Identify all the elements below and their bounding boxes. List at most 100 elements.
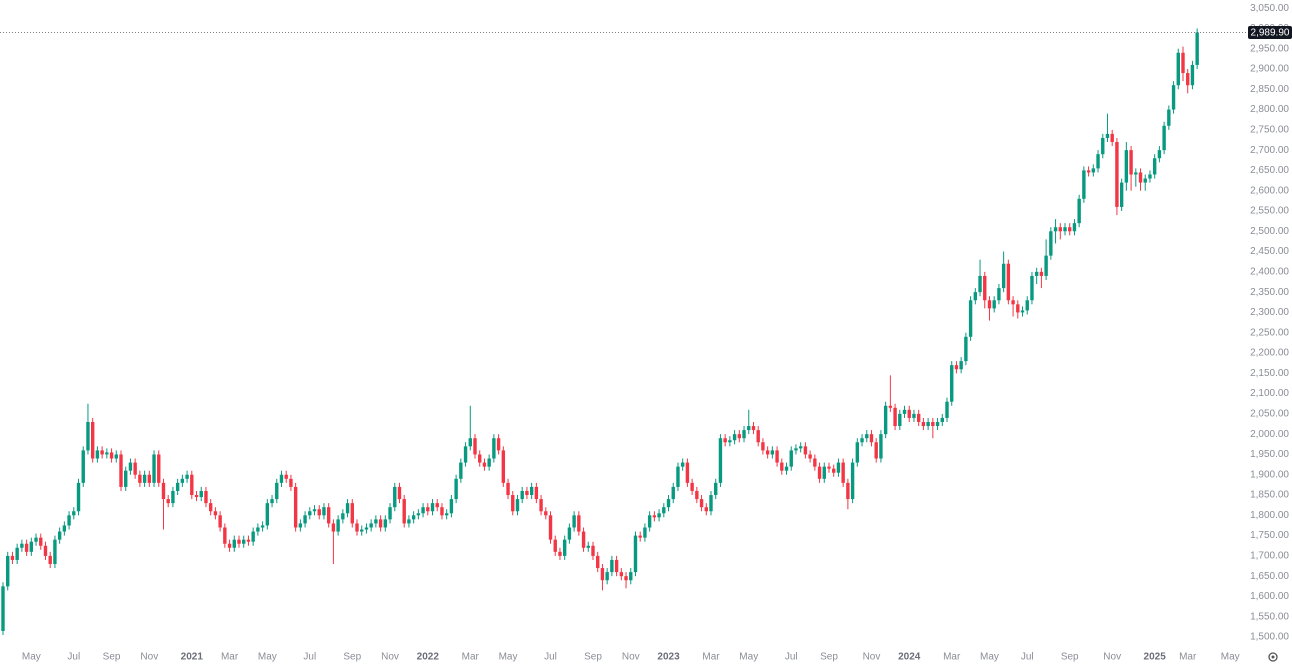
x-tick-label: May [499,652,518,663]
settings-icon-center[interactable] [1271,655,1275,659]
candle-body [312,509,317,512]
candle-body [539,499,543,512]
candle-body [322,507,326,516]
y-tick-label: 2,200.00 [1250,348,1289,359]
candle-body [289,478,293,487]
x-tick-label: May [980,652,999,663]
candle-body [138,474,142,483]
candle-body [869,434,874,443]
candle-body [171,490,175,504]
y-tick-label: 2,100.00 [1250,388,1289,399]
candle-body [633,535,638,573]
candle-body [836,462,841,473]
y-tick-label: 2,950.00 [1250,43,1289,54]
candle-body [529,486,534,496]
x-tick-label: May [739,652,758,663]
y-tick-label: 2,400.00 [1250,267,1289,278]
candle-body [48,555,52,565]
candle-body [548,515,553,540]
candle-body [492,438,496,459]
x-tick-label: Mar [943,652,961,663]
settings-button[interactable] [1268,652,1278,662]
candle-body [690,482,694,491]
candle-body [86,421,90,451]
candle-body [558,551,562,556]
x-tick-label: Nov [140,652,158,663]
candle-body [350,503,354,524]
candle-body [223,527,227,544]
x-tick-label: Sep [343,652,361,663]
y-tick-label: 2,350.00 [1250,287,1289,298]
y-tick-label: 2,900.00 [1250,64,1289,75]
candle-body [1068,227,1072,232]
candle-body [1011,300,1015,305]
candle-body [742,430,746,439]
candle-body [765,450,770,455]
candle-body [1148,174,1152,179]
candle-body [402,499,406,524]
settings-icon[interactable] [1268,652,1278,662]
candle-body [926,421,930,427]
candle-body [567,527,572,540]
candle-body [912,413,916,418]
x-tick-label: Jul [1021,652,1034,663]
candle-body [704,507,708,512]
candle-body [756,430,760,443]
candle-body [1058,227,1062,232]
y-tick-label: 2,500.00 [1250,226,1289,237]
candle-body [397,486,402,500]
x-tick-label: May [1221,652,1240,663]
candle-body [355,523,359,532]
candle-body [454,478,458,500]
candle-body [326,507,331,524]
candle-body [39,537,43,546]
candle-body [695,490,699,500]
candle-body [907,409,911,418]
candle-body [279,474,284,483]
candle-body [817,466,822,479]
candle-body [109,452,114,459]
candle-body [714,482,718,496]
candle-body [577,515,581,532]
candle-body [24,543,29,552]
x-tick-label: 2025 [1144,652,1167,663]
x-tick-label: Jul [544,652,557,663]
y-tick-label: 2,650.00 [1250,165,1289,176]
candle-body [72,511,76,516]
candle-body [718,438,723,483]
candle-body [473,438,477,455]
candle-body [1025,300,1029,311]
candle-body [95,450,100,459]
candle-body [865,434,869,439]
candle-body [916,413,921,422]
candle-body [90,421,95,459]
candle-body [1063,227,1067,232]
candle-body [1091,168,1096,173]
candle-body [152,454,156,483]
candle-body [968,300,973,337]
candle-body [827,466,831,469]
x-tick-label: 2021 [181,652,204,663]
candle-body [1181,52,1185,74]
y-tick-label: 2,300.00 [1250,307,1289,318]
x-tick-label: Sep [1061,652,1079,663]
candle-body [581,531,586,548]
candle-body [596,555,600,569]
candle-body [275,482,279,500]
candle-body [246,539,251,542]
candle-body [237,539,241,544]
candle-body [638,535,642,538]
candle-body [364,527,369,530]
candle-body [940,417,944,422]
y-tick-label: 1,850.00 [1250,490,1289,501]
candle-body [265,503,270,526]
candle-body [208,503,213,512]
candle-body [57,531,62,540]
candle-body [657,513,661,518]
x-tick-label: Nov [1103,652,1121,663]
candle-body [662,507,666,514]
y-tick-label: 2,800.00 [1250,104,1289,115]
candle-body [260,525,265,528]
candle-body [1082,170,1086,199]
